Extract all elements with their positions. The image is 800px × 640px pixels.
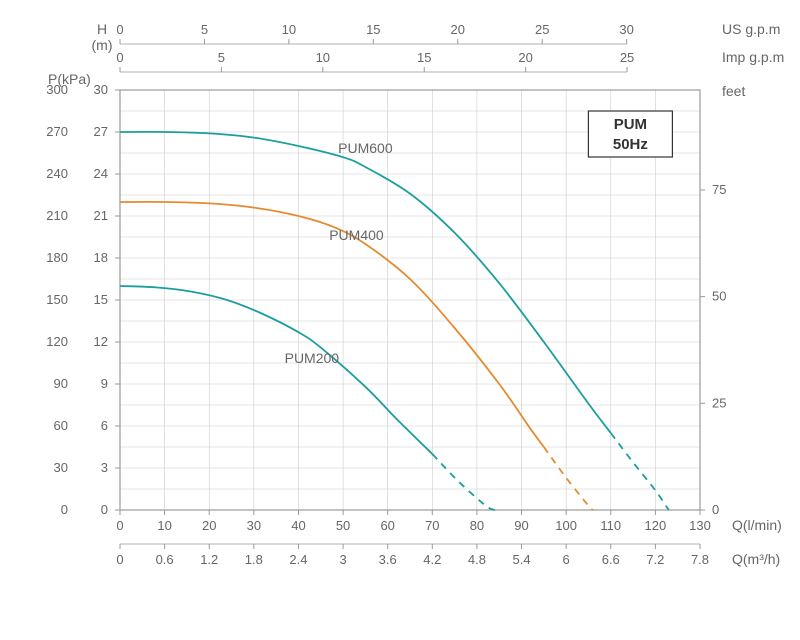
svg-text:6.6: 6.6 bbox=[602, 552, 620, 567]
svg-text:6: 6 bbox=[563, 552, 570, 567]
svg-text:Q(l/min): Q(l/min) bbox=[732, 517, 782, 533]
svg-text:18: 18 bbox=[94, 250, 108, 265]
svg-text:3: 3 bbox=[101, 460, 108, 475]
svg-text:90: 90 bbox=[54, 376, 68, 391]
svg-text:25: 25 bbox=[620, 50, 634, 65]
svg-text:120: 120 bbox=[645, 518, 667, 533]
svg-text:50: 50 bbox=[336, 518, 350, 533]
svg-text:15: 15 bbox=[366, 22, 380, 37]
svg-text:80: 80 bbox=[470, 518, 484, 533]
svg-text:1.8: 1.8 bbox=[245, 552, 263, 567]
svg-text:60: 60 bbox=[380, 518, 394, 533]
svg-text:US g.p.m: US g.p.m bbox=[722, 21, 780, 37]
svg-text:75: 75 bbox=[712, 182, 726, 197]
svg-text:50: 50 bbox=[712, 289, 726, 304]
svg-text:3.6: 3.6 bbox=[379, 552, 397, 567]
svg-text:30: 30 bbox=[54, 460, 68, 475]
svg-text:0: 0 bbox=[116, 518, 123, 533]
svg-text:5.4: 5.4 bbox=[512, 552, 530, 567]
svg-text:90: 90 bbox=[514, 518, 528, 533]
svg-text:feet: feet bbox=[722, 83, 745, 99]
svg-text:27: 27 bbox=[94, 124, 108, 139]
svg-text:30: 30 bbox=[619, 22, 633, 37]
chart-title-line: PUM bbox=[614, 116, 647, 133]
svg-text:15: 15 bbox=[417, 50, 431, 65]
svg-text:15: 15 bbox=[94, 292, 108, 307]
svg-text:5: 5 bbox=[201, 22, 208, 37]
series-label-PUM400: PUM400 bbox=[329, 227, 384, 243]
svg-text:70: 70 bbox=[425, 518, 439, 533]
svg-text:Imp g.p.m: Imp g.p.m bbox=[722, 49, 784, 65]
svg-text:0: 0 bbox=[712, 502, 719, 517]
svg-text:0: 0 bbox=[116, 22, 123, 37]
svg-text:7.2: 7.2 bbox=[646, 552, 664, 567]
svg-text:10: 10 bbox=[316, 50, 330, 65]
svg-text:40: 40 bbox=[291, 518, 305, 533]
svg-text:4.8: 4.8 bbox=[468, 552, 486, 567]
series-label-PUM200: PUM200 bbox=[285, 350, 340, 366]
svg-text:60: 60 bbox=[54, 418, 68, 433]
pump-curve-chart: 0102030405060708090100110120130Q(l/min)0… bbox=[0, 0, 800, 640]
svg-text:0: 0 bbox=[116, 552, 123, 567]
svg-text:0: 0 bbox=[101, 502, 108, 517]
svg-text:0.6: 0.6 bbox=[156, 552, 174, 567]
svg-text:120: 120 bbox=[46, 334, 68, 349]
chart-title-line: 50Hz bbox=[613, 136, 648, 153]
svg-text:0: 0 bbox=[61, 502, 68, 517]
svg-text:110: 110 bbox=[600, 518, 621, 533]
svg-text:270: 270 bbox=[46, 124, 68, 139]
svg-text:5: 5 bbox=[218, 50, 225, 65]
svg-text:130: 130 bbox=[689, 518, 711, 533]
svg-text:30: 30 bbox=[247, 518, 261, 533]
svg-text:150: 150 bbox=[46, 292, 68, 307]
svg-text:7.8: 7.8 bbox=[691, 552, 709, 567]
svg-text:240: 240 bbox=[46, 166, 68, 181]
svg-text:210: 210 bbox=[46, 208, 68, 223]
svg-text:30: 30 bbox=[94, 82, 108, 97]
svg-text:P(kPa): P(kPa) bbox=[48, 71, 91, 87]
svg-text:(m): (m) bbox=[92, 37, 113, 53]
svg-text:24: 24 bbox=[94, 166, 108, 181]
svg-text:20: 20 bbox=[451, 22, 465, 37]
svg-text:20: 20 bbox=[202, 518, 216, 533]
svg-text:180: 180 bbox=[46, 250, 68, 265]
svg-text:2.4: 2.4 bbox=[289, 552, 307, 567]
svg-text:20: 20 bbox=[518, 50, 532, 65]
svg-text:25: 25 bbox=[712, 395, 726, 410]
svg-text:3: 3 bbox=[339, 552, 346, 567]
svg-text:10: 10 bbox=[282, 22, 296, 37]
svg-text:10: 10 bbox=[157, 518, 171, 533]
svg-text:6: 6 bbox=[101, 418, 108, 433]
chart-svg: 0102030405060708090100110120130Q(l/min)0… bbox=[0, 0, 800, 640]
svg-text:0: 0 bbox=[116, 50, 123, 65]
svg-text:4.2: 4.2 bbox=[423, 552, 441, 567]
svg-text:Q(m³/h): Q(m³/h) bbox=[732, 551, 780, 567]
series-label-PUM600: PUM600 bbox=[338, 140, 393, 156]
svg-text:100: 100 bbox=[555, 518, 577, 533]
svg-text:12: 12 bbox=[94, 334, 108, 349]
svg-text:1.2: 1.2 bbox=[200, 552, 218, 567]
svg-text:9: 9 bbox=[101, 376, 108, 391]
svg-text:25: 25 bbox=[535, 22, 549, 37]
svg-text:H: H bbox=[97, 21, 107, 37]
svg-text:21: 21 bbox=[94, 208, 108, 223]
